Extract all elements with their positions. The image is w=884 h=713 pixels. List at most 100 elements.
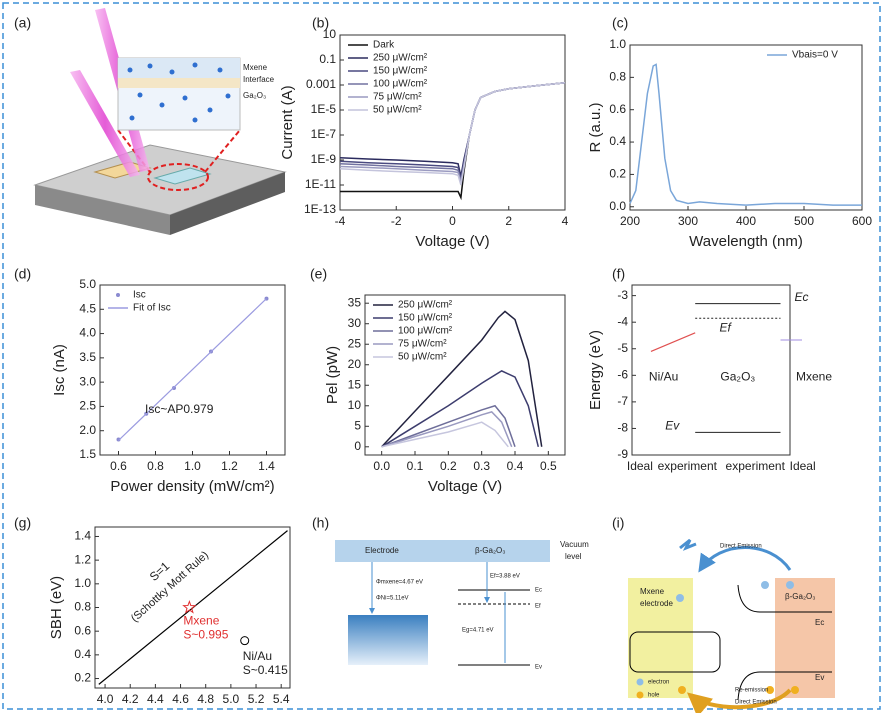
label: Direct Emission <box>735 700 777 706</box>
ni-au-level <box>650 332 696 352</box>
x-tick-label: 1.4 <box>258 459 275 473</box>
label: ΦNi=5.11eV <box>376 596 409 602</box>
y-tick-label: 0.8 <box>609 70 626 84</box>
label: Electrode <box>365 546 399 555</box>
y-tick-label: 1E-13 <box>304 202 336 216</box>
y-tick-label: 1E-5 <box>311 102 337 116</box>
zoom-line <box>204 129 241 173</box>
label: Ev <box>535 665 542 671</box>
x-tick-label: 600 <box>852 214 872 228</box>
y-tick-label: 0.6 <box>74 623 91 637</box>
x-tick-label: 0.4 <box>507 459 524 473</box>
label: electrode <box>640 599 673 608</box>
legend-label: 250 μW/cm² <box>373 53 428 64</box>
arrow <box>698 546 792 573</box>
data-line <box>381 310 543 448</box>
y-tick-label: 30 <box>348 316 362 330</box>
legend-label: 75 μW/cm² <box>373 92 422 103</box>
y-axis-label: Pel (pW) <box>324 346 341 404</box>
lightning <box>679 538 697 551</box>
data-line <box>381 421 509 448</box>
annotation: Isc~AP0.979 <box>145 402 214 416</box>
plot-frame <box>629 44 863 211</box>
legend-label: 100 μW/cm² <box>373 79 428 90</box>
y-tick-label: 0.2 <box>74 671 91 685</box>
legend-label: 150 μW/cm² <box>398 313 453 324</box>
substrate-side <box>170 172 285 235</box>
y-axis-label: Energy (eV) <box>587 330 604 410</box>
x-tick-label: 0 <box>449 214 456 228</box>
y-tick-label: -5 <box>617 341 628 355</box>
dots <box>127 62 231 123</box>
x-tick-label: Ideal <box>790 459 816 473</box>
y-tick-label: 0.2 <box>609 167 626 181</box>
x-tick-label: 200 <box>620 214 640 228</box>
y-tick-label: 1.5 <box>79 447 96 461</box>
label: Mxene <box>640 587 665 596</box>
label: Φmxene=4.67 eV <box>376 580 423 586</box>
highlight <box>147 163 209 191</box>
y-tick-label: 1E-7 <box>311 127 337 141</box>
y-tick-label: 1.0 <box>609 37 626 51</box>
y-tick-label: -8 <box>617 421 628 435</box>
y-tick-label: 5 <box>354 418 361 432</box>
panel-label: (b) <box>312 15 329 31</box>
label: Ni/Au <box>649 370 678 384</box>
y-tick-label: 0.001 <box>306 77 336 91</box>
ga2o3-region <box>775 578 835 698</box>
band-box <box>629 631 721 673</box>
x-axis-label: Power density (mW/cm²) <box>110 478 274 495</box>
x-tick-label: 4.8 <box>197 692 214 706</box>
x-tick-label: 5.2 <box>248 692 265 706</box>
y-tick-label: -9 <box>617 447 628 461</box>
data-line <box>339 82 566 186</box>
vacuum-bar <box>335 540 550 562</box>
y-tick-label: 10 <box>348 398 362 412</box>
legend-label: electron <box>648 680 669 686</box>
annotation: S~0.415 <box>243 663 288 677</box>
label: Direct Emission <box>720 544 762 550</box>
x-tick-label: 500 <box>794 214 814 228</box>
panel-i: (i) Direct Emission Mxene electrode β-Ga… <box>612 515 835 713</box>
y-tick-label: 0.6 <box>609 102 626 116</box>
x-tick-label: 1.0 <box>184 459 201 473</box>
y-tick-label: 0.4 <box>74 647 91 661</box>
x-tick-label: 4.4 <box>147 692 164 706</box>
y-tick-label: 3.5 <box>79 350 96 364</box>
legend-label: Vbais=0 V <box>792 50 838 61</box>
layer <box>118 78 240 88</box>
legend-label: Dark <box>373 40 395 51</box>
y-tick-label: 20 <box>348 357 362 371</box>
y-tick-label: 0.1 <box>319 52 336 66</box>
y-tick-label: 0.8 <box>74 600 91 614</box>
y-tick-label: 0 <box>354 439 361 453</box>
label: Re-emission <box>735 688 768 694</box>
legend-label: Fit of Isc <box>133 303 171 314</box>
x-tick-label: 5.0 <box>223 692 240 706</box>
x-tick-label: 0.8 <box>147 459 164 473</box>
data-line <box>118 298 267 441</box>
label: Mxene <box>796 370 832 384</box>
y-tick-label: 25 <box>348 336 362 350</box>
y-tick-label: 35 <box>348 295 362 309</box>
level-label: Ec <box>795 290 809 304</box>
y-tick-label: 3.0 <box>79 374 96 388</box>
panel-label: (e) <box>310 266 327 282</box>
x-tick-label: 300 <box>678 214 698 228</box>
y-axis-label: Current (A) <box>279 85 296 159</box>
x-tick-label: 4 <box>562 214 569 228</box>
level-label: Ev <box>665 419 680 433</box>
y-tick-label: 1.0 <box>74 576 91 590</box>
annotation: S~0.995 <box>183 628 228 642</box>
layer-label: Mxene <box>243 63 268 72</box>
y-tick-label: 0.0 <box>609 199 626 213</box>
carriers <box>636 581 799 699</box>
panel-h: (h) Electrode β-Ga₂O₃ Vacuum level Φmxen… <box>312 515 589 671</box>
panel-label: (c) <box>612 15 628 31</box>
legend-label: Isc <box>133 290 146 301</box>
y-tick-label: -4 <box>617 314 628 328</box>
y-tick-label: 1E-9 <box>311 152 337 166</box>
label: Ef <box>535 604 541 610</box>
x-axis-label: Voltage (V) <box>428 478 502 495</box>
